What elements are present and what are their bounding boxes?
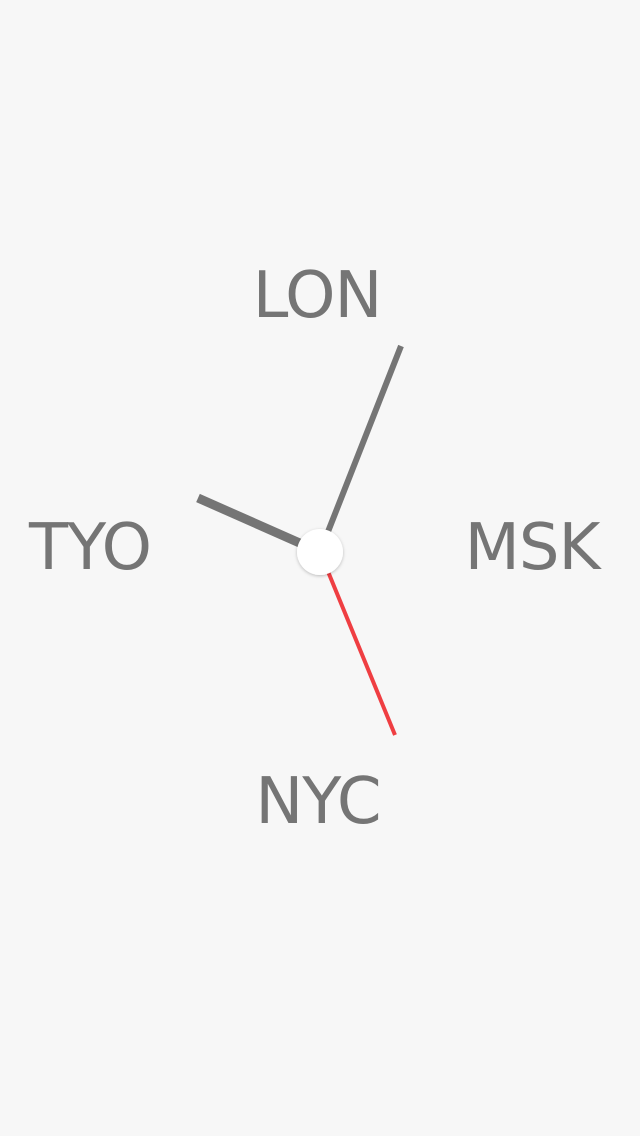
city-label-right: MSK bbox=[464, 511, 601, 585]
center-cap bbox=[297, 529, 343, 575]
city-label-left: TYO bbox=[28, 511, 152, 585]
city-label-bottom: NYC bbox=[255, 765, 381, 839]
second-hand bbox=[318, 551, 397, 736]
minute-hand bbox=[317, 344, 404, 554]
city-label-top: LON bbox=[252, 259, 383, 333]
